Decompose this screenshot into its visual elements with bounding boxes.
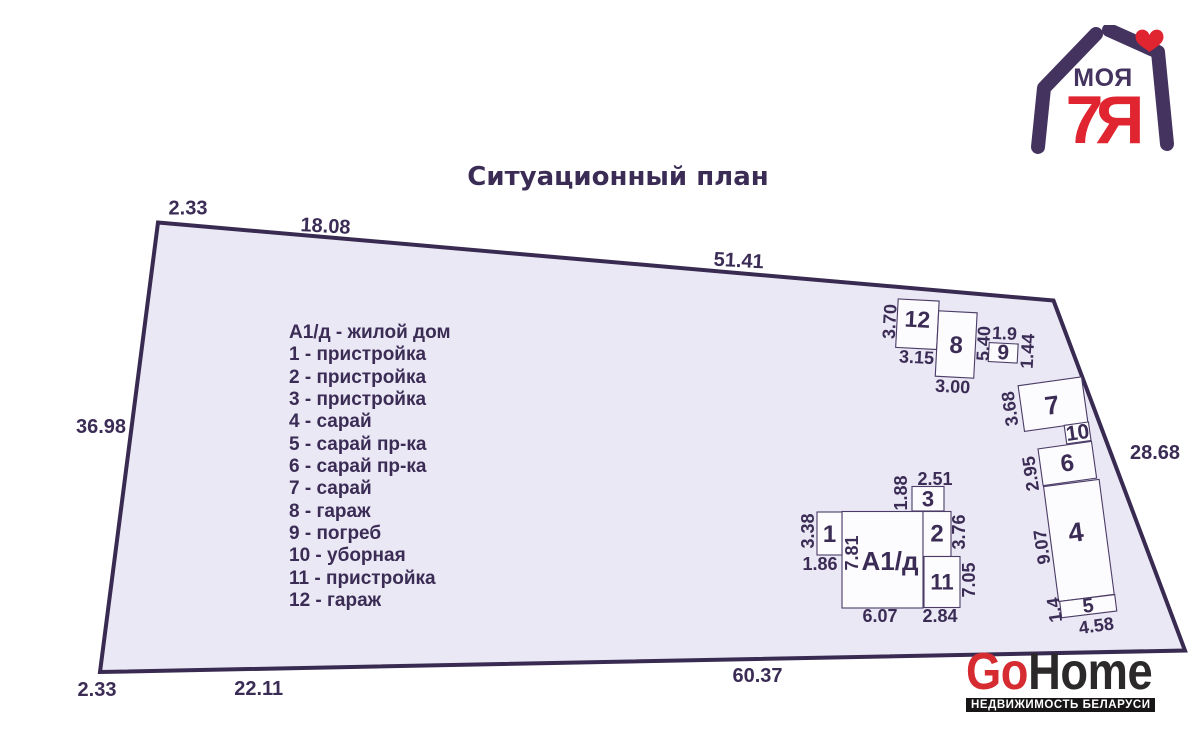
- legend-item: 8 - гараж: [289, 500, 371, 522]
- building-rect-9: [987, 341, 1019, 364]
- building-rect-1: [816, 511, 843, 556]
- dim-label-1.44: 1.44: [1017, 333, 1039, 369]
- building-rect-7: [1017, 376, 1089, 432]
- building-rect-А1/д: [841, 510, 924, 609]
- dim-label-1.88: 1.88: [891, 475, 911, 510]
- heart-icon: [1135, 29, 1164, 52]
- legend-item: 1 - пристройка: [289, 344, 427, 366]
- moya7ya-logo: МОЯ 7Я: [1031, 25, 1174, 157]
- legend-item: 11 - пристройка: [289, 567, 436, 589]
- building-label-3: 3: [922, 486, 934, 511]
- page-title: Ситуационный план: [467, 162, 769, 192]
- dim-label-9.07: 9.07: [1030, 528, 1055, 565]
- legend-item: 10 - уборная: [289, 545, 406, 567]
- dim-label-3.38: 3.38: [798, 513, 818, 548]
- dim-label-1.86: 1.86: [802, 554, 837, 574]
- legend-item: 7 - сарай: [289, 478, 372, 500]
- building-label-4: 4: [1066, 517, 1085, 549]
- land-parcel-outline: [97, 220, 1188, 675]
- legend-item: 2 - пристройка: [289, 366, 427, 388]
- building-label-7: 7: [1043, 389, 1062, 421]
- gohome-home: Home: [1028, 642, 1153, 700]
- legend-item: 6 - сарай пр-ка: [289, 456, 427, 478]
- dim-label-7.05: 7.05: [959, 562, 979, 597]
- dim-label-3.00: 3.00: [935, 376, 971, 398]
- building-label-1: 1: [823, 521, 836, 548]
- dim-label-1.9: 1.9: [991, 323, 1017, 344]
- legend-item: 4 - сарай: [289, 411, 372, 433]
- building-rect-5: [1059, 594, 1118, 619]
- building-rect-8: [934, 310, 978, 379]
- building-label-10: 10: [1064, 420, 1090, 446]
- building-label-А1/д: А1/д: [862, 546, 919, 576]
- dim-label-60.37: 60.37: [732, 665, 782, 687]
- building-label-6: 6: [1059, 449, 1076, 478]
- building-label-5: 5: [1081, 595, 1095, 618]
- dim-label-5.40: 5.40: [973, 325, 995, 361]
- building-label-11: 11: [930, 570, 953, 595]
- dim-label-18.08: 18.08: [300, 214, 351, 239]
- dim-label-28.68: 28.68: [1130, 442, 1180, 464]
- building-rect-10: [1063, 421, 1092, 445]
- building-rect-6: [1037, 440, 1098, 487]
- dim-label-2.51: 2.51: [917, 469, 952, 489]
- dim-label-3.68: 3.68: [998, 390, 1023, 427]
- dim-label-22.11: 22.11: [234, 678, 283, 700]
- dim-label-2.33: 2.33: [169, 198, 208, 220]
- logo-word1: МОЯ: [1073, 64, 1132, 92]
- dim-label-2.33: 2.33: [78, 679, 117, 701]
- dim-label-4.58: 4.58: [1078, 613, 1115, 638]
- logo-word2: 7Я: [1066, 82, 1141, 157]
- building-label-12: 12: [904, 306, 931, 333]
- legend-item: 12 - гараж: [289, 590, 382, 612]
- plan-legend: А1/д - жилой дом 1 - пристройка 2 - пристр…: [289, 322, 451, 612]
- dim-label-51.41: 51.41: [713, 249, 764, 274]
- legend-item: А1/д - жилой дом: [289, 322, 451, 343]
- dim-label-3.15: 3.15: [899, 346, 935, 368]
- gohome-wordmark: GoHome: [966, 645, 1153, 697]
- dim-label-6.07: 6.07: [862, 606, 897, 626]
- legend-item: 9 - погреб: [289, 523, 382, 545]
- house-hands-icon: [1031, 25, 1174, 154]
- legend-item: 5 - сарай пр-ка: [289, 433, 427, 455]
- dim-label-2.84: 2.84: [922, 606, 957, 626]
- building-rect-11: [923, 555, 961, 609]
- dim-label-3.76: 3.76: [949, 514, 969, 549]
- building-label-9: 9: [997, 341, 1010, 365]
- dim-label-7.81: 7.81: [842, 535, 862, 570]
- building-label-2: 2: [930, 521, 943, 548]
- gohome-tagline: НЕДВИЖИМОСТЬ БЕЛАРУСИ: [966, 697, 1155, 712]
- dim-label-2.95: 2.95: [1018, 455, 1043, 492]
- dim-label-36.98: 36.98: [76, 416, 126, 438]
- gohome-go: Go: [966, 642, 1029, 700]
- legend-item: 3 - пристройка: [289, 389, 427, 411]
- dim-label-1.4: 1.4: [1043, 596, 1066, 624]
- gohome-logo: GoHome НЕДВИЖИМОСТЬ БЕЛАРУСИ: [966, 645, 1166, 719]
- building-label-8: 8: [949, 332, 964, 360]
- dim-label-3.70: 3.70: [879, 303, 901, 339]
